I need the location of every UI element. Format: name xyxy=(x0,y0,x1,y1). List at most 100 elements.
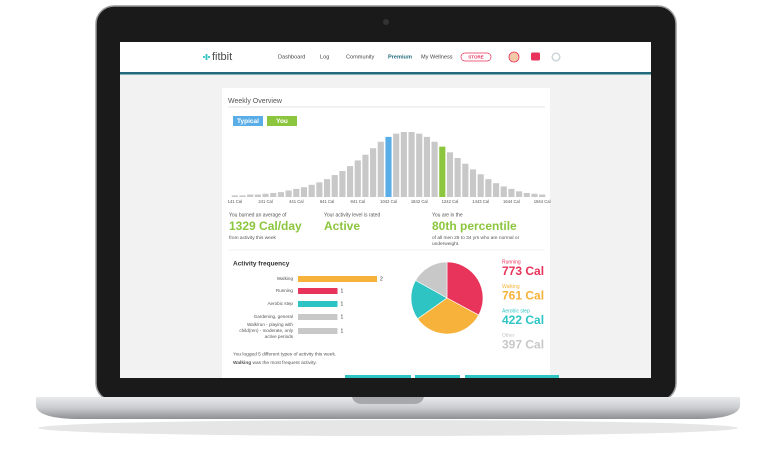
x-tick-label: 441 Cal xyxy=(289,199,304,204)
x-tick-label: 141 Cal xyxy=(228,199,243,204)
summary-value: 1329 Cal/day xyxy=(229,219,302,233)
shadow xyxy=(38,420,738,436)
legend-label[interactable]: Typical xyxy=(237,118,259,125)
histogram-bar xyxy=(293,188,300,197)
footnote-rest: was the most frequent activity. xyxy=(251,360,317,366)
nav-link[interactable]: Log xyxy=(320,54,329,60)
category-label: Walk/run - playing with child(ren) - mode… xyxy=(239,322,293,339)
histogram-bar xyxy=(431,141,438,197)
histogram-bar xyxy=(523,192,530,197)
bar-value-label: 1 xyxy=(341,315,344,321)
frequency-bar xyxy=(298,288,338,294)
histogram-bar xyxy=(492,183,500,197)
footnote: You logged 5 different types of activity… xyxy=(233,351,336,357)
bar-value-label: 1 xyxy=(341,289,344,295)
nav-underline xyxy=(120,72,651,75)
histogram-bar xyxy=(454,158,461,197)
legend-swatch[interactable] xyxy=(267,116,297,126)
pie-legend-value: 773 Cal xyxy=(502,264,544,278)
avatar[interactable] xyxy=(508,51,520,63)
pie-legend-name: Walking xyxy=(502,284,520,290)
pie-legend-value: 397 Cal xyxy=(502,338,544,352)
histogram-bar xyxy=(400,132,407,197)
base-notch xyxy=(352,397,424,404)
camera xyxy=(383,19,389,25)
summary-intro: You are in the xyxy=(432,212,463,218)
nav-link[interactable]: Community xyxy=(346,54,374,60)
category-label: Walking xyxy=(277,276,294,281)
nav-link[interactable]: Premium xyxy=(388,54,412,60)
nav-link[interactable]: My Wellness xyxy=(421,54,453,60)
histogram-bar xyxy=(262,193,269,197)
histogram-bar xyxy=(408,132,415,197)
histogram-bar xyxy=(500,186,507,197)
histogram-bar xyxy=(254,194,261,197)
logo[interactable]: fitbit xyxy=(212,51,232,63)
category-label: Aerobic step xyxy=(267,301,293,306)
x-tick-label: 1042 Cal xyxy=(380,199,397,204)
panel-title: Weekly Overview xyxy=(228,98,283,105)
store-label[interactable]: STORE xyxy=(468,54,483,59)
histogram-bar xyxy=(539,194,546,197)
bar-value-label: 1 xyxy=(341,329,344,335)
pie-slice xyxy=(415,261,448,299)
histogram-bar xyxy=(247,194,254,197)
histogram-bar xyxy=(277,192,285,197)
pie-legend-name: Aerobic step xyxy=(502,308,530,314)
histogram-bar xyxy=(416,133,423,197)
nav-link[interactable]: Dashboard xyxy=(278,54,305,60)
x-tick-label: 241 Cal xyxy=(258,199,273,204)
histogram-bar xyxy=(300,187,308,197)
pie-slice xyxy=(446,261,484,316)
histogram-bar xyxy=(239,195,246,197)
pie-legend-value: 422 Cal xyxy=(502,313,544,327)
store-button[interactable] xyxy=(460,52,492,62)
frequency-bar xyxy=(298,328,338,334)
footnote: Walking was the most frequent activity. xyxy=(233,360,317,366)
frequency-bar xyxy=(298,301,338,307)
pie-legend-name: Other xyxy=(502,333,515,339)
histogram-bar xyxy=(362,154,369,197)
summary-note: of all men 25 to 34 yrs who are normal o… xyxy=(432,235,520,247)
x-tick-label: 1242 Cal xyxy=(442,199,459,204)
legend-label[interactable]: You xyxy=(276,118,288,125)
histogram-bar xyxy=(270,192,277,197)
bar-value-label: 1 xyxy=(341,302,344,308)
x-tick-label: 641 Cal xyxy=(320,199,335,204)
frequency-bar xyxy=(298,276,377,282)
histogram-bar xyxy=(485,179,492,197)
pie-slice xyxy=(410,279,448,320)
legend-swatch[interactable] xyxy=(233,116,263,126)
messages-icon[interactable] xyxy=(531,52,540,61)
summary-intro: Your activity level is rated xyxy=(324,212,380,218)
histogram-bar xyxy=(439,146,446,197)
histogram-bar xyxy=(323,179,331,197)
x-tick-label: 1644 Cal xyxy=(503,199,520,204)
histogram-bar xyxy=(339,171,346,197)
histogram-bar xyxy=(331,175,338,197)
button-edge xyxy=(345,375,411,378)
histogram-bar xyxy=(423,136,430,197)
logo-icon xyxy=(202,53,211,61)
histogram-bar xyxy=(285,190,292,197)
x-tick-label: 1844 Cal xyxy=(534,199,551,204)
category-label: Gardening, general xyxy=(254,314,293,319)
histogram-bar xyxy=(516,191,523,197)
x-tick-label: 841 Cal xyxy=(351,199,366,204)
histogram-bar xyxy=(462,163,469,197)
x-tick-label: 1842 Cal xyxy=(411,199,428,204)
histogram-bar xyxy=(354,160,361,197)
histogram-bar xyxy=(508,188,515,197)
histogram-bar xyxy=(393,133,400,197)
pie-legend-name: Running xyxy=(502,259,521,265)
summary-note: from activity this week xyxy=(229,235,277,241)
histogram-bar xyxy=(370,148,377,197)
summary-value: 80th percentile xyxy=(432,219,517,233)
settings-icon[interactable] xyxy=(551,52,561,62)
bar-value-label: 2 xyxy=(380,277,383,283)
category-label: Running xyxy=(276,288,294,293)
panel xyxy=(222,88,550,378)
histogram-bar xyxy=(316,182,323,197)
